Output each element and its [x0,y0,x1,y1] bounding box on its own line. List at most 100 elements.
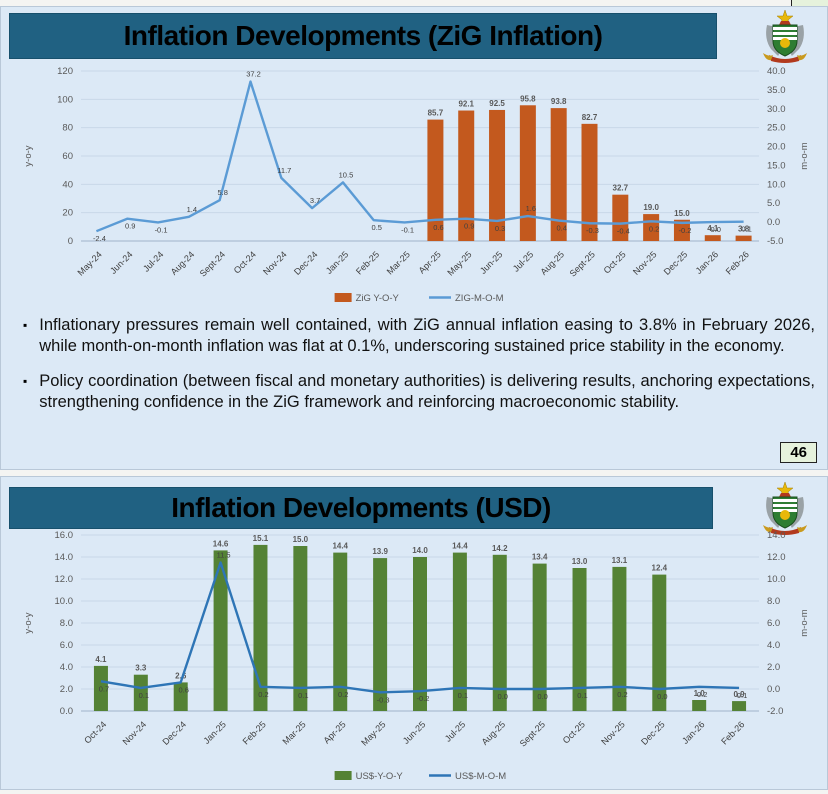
svg-text:92.1: 92.1 [458,100,474,109]
svg-text:85.7: 85.7 [428,109,444,118]
slide-usd-inflation: Inflation Developments (USD) 0.0 2.0 4.0 6.… [0,476,828,790]
svg-text:2.0: 2.0 [60,684,73,695]
zig-inflation-chart-canvas: 0 20 40 60 80 100 120 -5.0 0.0 5.0 10.0 15.0 20.0 25.… [23,66,810,304]
svg-text:37.2: 37.2 [246,70,261,79]
svg-text:Jan-26: Jan-26 [694,249,721,276]
slide-title-bar: Inflation Developments (ZiG Inflation) [9,13,717,59]
svg-text:Sept-24: Sept-24 [198,249,227,278]
svg-text:14.4: 14.4 [452,542,468,551]
svg-text:US$-M-O-M: US$-M-O-M [455,771,506,782]
svg-text:11.5: 11.5 [217,551,231,560]
svg-text:Oct-25: Oct-25 [561,719,587,745]
svg-text:0.1: 0.1 [577,691,587,700]
svg-text:0.1: 0.1 [741,225,751,234]
svg-text:11.7: 11.7 [277,166,291,175]
svg-text:15.0: 15.0 [767,160,786,171]
svg-text:8.0: 8.0 [767,596,780,607]
svg-text:0.9: 0.9 [733,690,745,699]
svg-text:12.4: 12.4 [652,564,668,573]
bullet-marker-icon: ▪ [23,318,28,332]
svg-text:20: 20 [62,208,73,219]
svg-text:6.0: 6.0 [767,618,780,629]
svg-text:10.0: 10.0 [767,179,786,190]
svg-text:6.0: 6.0 [60,640,73,651]
svg-text:Feb-26: Feb-26 [724,249,751,276]
svg-text:120: 120 [57,66,73,77]
svg-text:Oct-24: Oct-24 [82,719,108,745]
svg-text:4.1: 4.1 [95,655,107,664]
svg-text:ZiG Y-O-Y: ZiG Y-O-Y [356,293,400,304]
svg-text:4.0: 4.0 [767,640,780,651]
svg-text:0.0: 0.0 [498,692,508,701]
svg-text:Jun-25: Jun-25 [478,249,505,276]
svg-text:14.0: 14.0 [412,546,428,555]
svg-text:93.8: 93.8 [551,97,567,106]
svg-text:25.0: 25.0 [767,123,786,134]
svg-text:Jan-26: Jan-26 [680,719,707,746]
usd-inflation-chart: 0.0 2.0 4.0 6.0 8.0 10.0 12.0 14.0 16.0 -2.0 0.0 2.… [1,525,828,789]
svg-text:Feb-25: Feb-25 [241,719,268,746]
svg-text:Feb-25: Feb-25 [354,249,381,276]
svg-text:Dec-25: Dec-25 [639,719,667,747]
svg-text:0.6: 0.6 [178,685,188,694]
svg-text:Jan-25: Jan-25 [324,249,351,276]
svg-text:0.1: 0.1 [298,691,308,700]
svg-text:4.0: 4.0 [60,662,73,673]
slide-zig-inflation: Inflation Developments (ZiG Inflation) 0… [0,6,828,470]
slide-title: Inflation Developments (ZiG Inflation) [123,20,603,51]
svg-text:Nov-24: Nov-24 [121,719,149,747]
svg-text:y-o-y: y-o-y [23,145,34,166]
svg-text:10.5: 10.5 [339,170,354,179]
svg-text:8.0: 8.0 [60,618,73,629]
svg-text:0.4: 0.4 [556,224,566,233]
svg-text:14.0: 14.0 [767,530,786,541]
svg-text:Nov-25: Nov-25 [631,249,659,277]
bullet-marker-icon: ▪ [23,374,28,388]
svg-text:0.2: 0.2 [697,690,707,699]
bullet-text: Inflationary pressures remain well conta… [39,316,815,355]
svg-text:13.1: 13.1 [612,556,628,565]
svg-text:-2.4: -2.4 [93,234,106,243]
svg-text:0.5: 0.5 [372,223,382,232]
svg-text:2.6: 2.6 [175,671,187,680]
svg-text:13.9: 13.9 [372,547,388,556]
svg-text:15.1: 15.1 [253,534,269,543]
svg-text:13.0: 13.0 [572,557,588,566]
svg-text:Jul-24: Jul-24 [141,249,165,273]
svg-text:40.0: 40.0 [767,66,786,77]
svg-text:0.0: 0.0 [767,684,780,695]
svg-text:-0.1: -0.1 [155,225,168,234]
svg-text:-0.3: -0.3 [377,695,390,704]
svg-text:10.0: 10.0 [767,574,786,585]
svg-text:Jan-25: Jan-25 [201,719,228,746]
bullet-item: ▪ Policy coordination (between fiscal an… [17,371,815,413]
svg-text:32.7: 32.7 [613,184,629,193]
bullet-text: Policy coordination (between fiscal and … [39,372,815,411]
svg-text:3.7: 3.7 [310,196,320,205]
svg-text:3.3: 3.3 [135,664,147,673]
svg-text:1.0: 1.0 [694,689,706,698]
svg-text:-0.3: -0.3 [586,226,599,235]
zig-inflation-chart: 0 20 40 60 80 100 120 -5.0 0.0 5.0 10.0 15.0 20.0 25.… [1,59,828,309]
svg-text:y-o-y: y-o-y [23,612,34,633]
usd-inflation-chart-canvas: 0.0 2.0 4.0 6.0 8.0 10.0 12.0 14.0 16.0 -2.0 0.0 2.… [23,530,810,782]
svg-text:0.0: 0.0 [60,706,73,717]
svg-text:May-24: May-24 [76,249,104,277]
slide-title: Inflation Developments (USD) [171,492,551,523]
svg-text:5.0: 5.0 [767,198,780,209]
svg-text:Mar-25: Mar-25 [281,719,308,746]
svg-text:13.4: 13.4 [532,553,548,562]
svg-text:-2.0: -2.0 [767,706,783,717]
svg-text:5.8: 5.8 [217,188,227,197]
svg-text:Nov-25: Nov-25 [599,719,627,747]
svg-text:Mar-25: Mar-25 [385,249,412,276]
svg-text:Sept-25: Sept-25 [518,719,547,748]
svg-text:14.6: 14.6 [213,539,229,548]
svg-text:Oct-25: Oct-25 [602,249,628,275]
svg-text:Aug-25: Aug-25 [480,719,508,747]
svg-text:15.0: 15.0 [293,535,309,544]
svg-text:May-25: May-25 [359,719,387,747]
svg-text:May-25: May-25 [445,249,473,277]
svg-text:0.9: 0.9 [125,222,135,231]
svg-text:m-o-m: m-o-m [799,142,810,170]
